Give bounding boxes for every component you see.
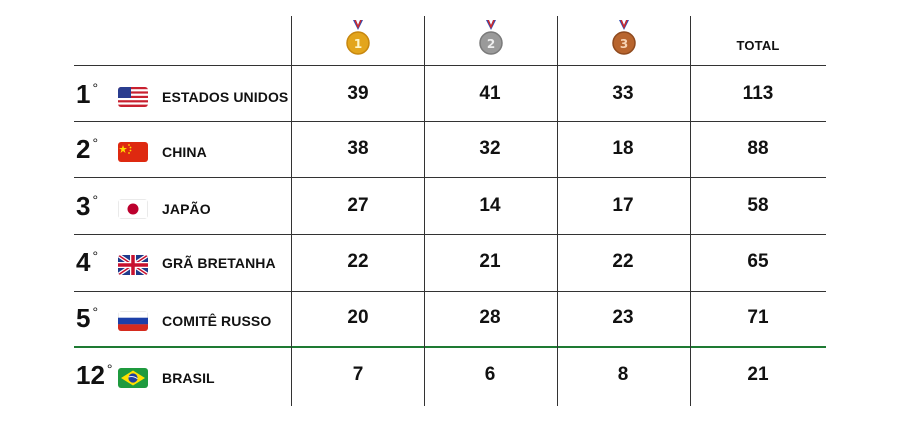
silver-count: 6 [484, 364, 496, 385]
table-row: 3 ° JAPÃO 27 14 17 58 [74, 181, 826, 237]
table-row: 1 ° ESTADOS UNIDOS 39 41 33 113 [74, 69, 826, 125]
bronze-count: 18 [612, 138, 634, 159]
bronze-medal-number: 3 [620, 37, 628, 51]
country-name: JAPÃO [162, 201, 211, 217]
column-divider [690, 16, 691, 406]
gold-count: 22 [347, 251, 369, 272]
gold-count: 39 [347, 83, 369, 104]
bronze-count: 23 [612, 307, 634, 328]
rank: 2 ° [76, 134, 99, 164]
gold-count: 7 [352, 364, 364, 385]
silver-medal-icon: 2 [478, 20, 504, 56]
total-count: 88 [747, 138, 769, 159]
column-divider [557, 16, 558, 406]
brazil-highlight-divider [74, 346, 826, 348]
bronze-count: 17 [612, 195, 634, 216]
gold-medal-number: 1 [354, 37, 362, 51]
total-count: 21 [747, 364, 769, 385]
silver-medal-number: 2 [487, 37, 495, 51]
bronze-count: 22 [612, 251, 634, 272]
country-name: ESTADOS UNIDOS [162, 89, 289, 105]
country-name: BRASIL [162, 370, 215, 386]
russia-flag-icon [118, 311, 148, 331]
silver-count: 21 [479, 251, 501, 272]
country-name: COMITÊ RUSSO [162, 313, 272, 329]
total-count: 58 [747, 195, 769, 216]
table-row: 5 ° COMITÊ RUSSO 20 28 23 71 [74, 293, 826, 349]
country-name: CHINA [162, 144, 207, 160]
silver-count: 14 [479, 195, 501, 216]
uk-flag-icon [118, 255, 148, 275]
header-divider [74, 65, 826, 66]
silver-count: 28 [479, 307, 501, 328]
row-divider [74, 121, 826, 122]
total-column-header: TOTAL [736, 38, 780, 53]
row-divider [74, 291, 826, 292]
column-divider [424, 16, 425, 406]
country-name: GRÃ BRETANHA [162, 255, 276, 271]
gold-medal-icon: 1 [345, 20, 371, 56]
silver-count: 41 [479, 83, 501, 104]
usa-flag-icon [118, 87, 148, 107]
gold-count: 20 [347, 307, 369, 328]
silver-count: 32 [479, 138, 501, 159]
total-count: 71 [747, 307, 769, 328]
rank: 5 ° [76, 303, 99, 333]
china-flag-icon [118, 142, 148, 162]
row-divider [74, 234, 826, 235]
row-divider [74, 177, 826, 178]
rank: 12 ° [76, 360, 113, 390]
total-count: 65 [747, 251, 769, 272]
rank: 1 ° [76, 79, 99, 109]
bronze-count: 33 [612, 83, 634, 104]
table-row: 2 ° CHINA 38 32 18 88 [74, 124, 826, 180]
bronze-count: 8 [617, 364, 629, 385]
column-divider [291, 16, 292, 406]
rank: 3 ° [76, 191, 99, 221]
gold-count: 38 [347, 138, 369, 159]
table-row: 12 ° BRASIL 7 6 8 21 [74, 350, 826, 406]
bronze-medal-icon: 3 [611, 20, 637, 56]
japan-flag-icon [118, 199, 148, 219]
brazil-flag-icon [118, 368, 148, 388]
table-row: 4 ° GRÃ BRETANHA 22 21 22 65 [74, 237, 826, 293]
rank: 4 ° [76, 247, 99, 277]
gold-count: 27 [347, 195, 369, 216]
total-count: 113 [742, 83, 774, 104]
